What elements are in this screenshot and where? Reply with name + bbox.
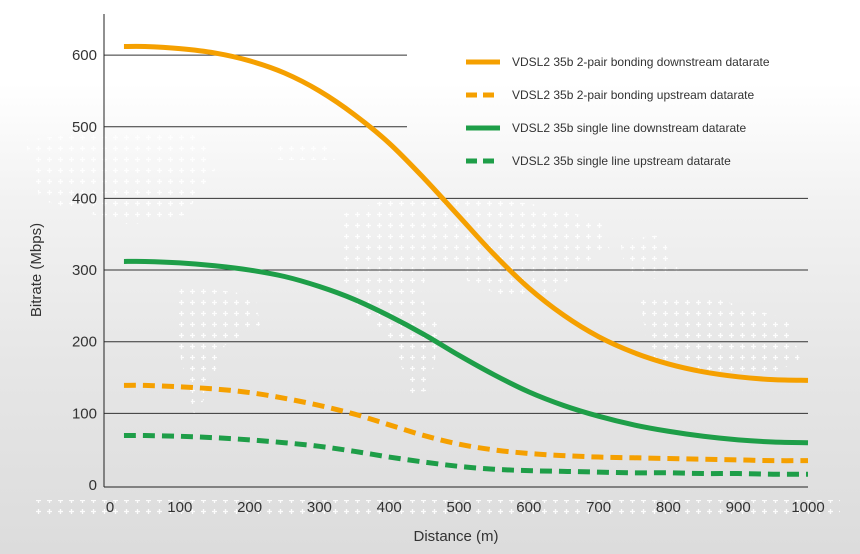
legend-label-3: VDSL2 35b single line downstream datarat… — [512, 121, 746, 135]
series-line-4 — [123, 433, 809, 477]
gridlines — [104, 54, 808, 414]
x-tick-labels: 0 100 200 300 400 500 600 700 800 900 1000 — [106, 499, 825, 516]
x-tick-label: 300 — [307, 499, 332, 516]
y-tick-label: 300 — [72, 262, 97, 279]
legend-label-1: VDSL2 35b 2-pair bonding downstream data… — [512, 55, 770, 69]
x-tick-label: 100 — [167, 499, 192, 516]
x-axis-title: Distance (m) — [413, 528, 498, 545]
x-tick-label: 200 — [237, 499, 262, 516]
y-tick-label: 0 — [89, 477, 97, 494]
y-tick-label: 100 — [72, 405, 97, 422]
y-tick-label: 400 — [72, 190, 97, 207]
y-axis-title: Bitrate (Mbps) — [28, 223, 45, 317]
y-tick-label: 200 — [72, 334, 97, 351]
series-lines — [123, 43, 809, 477]
x-tick-label: 600 — [516, 499, 541, 516]
x-tick-label: 1000 — [791, 499, 824, 516]
series-line-3 — [123, 258, 809, 446]
y-tick-labels: 0 100 200 300 400 500 600 — [72, 47, 97, 494]
y-tick-label: 600 — [72, 47, 97, 64]
x-tick-label: 500 — [446, 499, 471, 516]
x-tick-label: 800 — [656, 499, 681, 516]
x-tick-label: 700 — [586, 499, 611, 516]
x-tick-label: 0 — [106, 499, 114, 516]
x-tick-label: 400 — [377, 499, 402, 516]
legend: VDSL2 35b 2-pair bonding downstream data… — [466, 55, 770, 168]
y-tick-label: 500 — [72, 119, 97, 136]
series-line-1 — [123, 43, 809, 383]
legend-label-2: VDSL2 35b 2-pair bonding upstream datara… — [512, 88, 754, 102]
series-line-2 — [123, 382, 809, 464]
legend-label-4: VDSL2 35b single line upstream datarate — [512, 154, 731, 168]
axes — [103, 14, 808, 488]
x-tick-label: 900 — [726, 499, 751, 516]
